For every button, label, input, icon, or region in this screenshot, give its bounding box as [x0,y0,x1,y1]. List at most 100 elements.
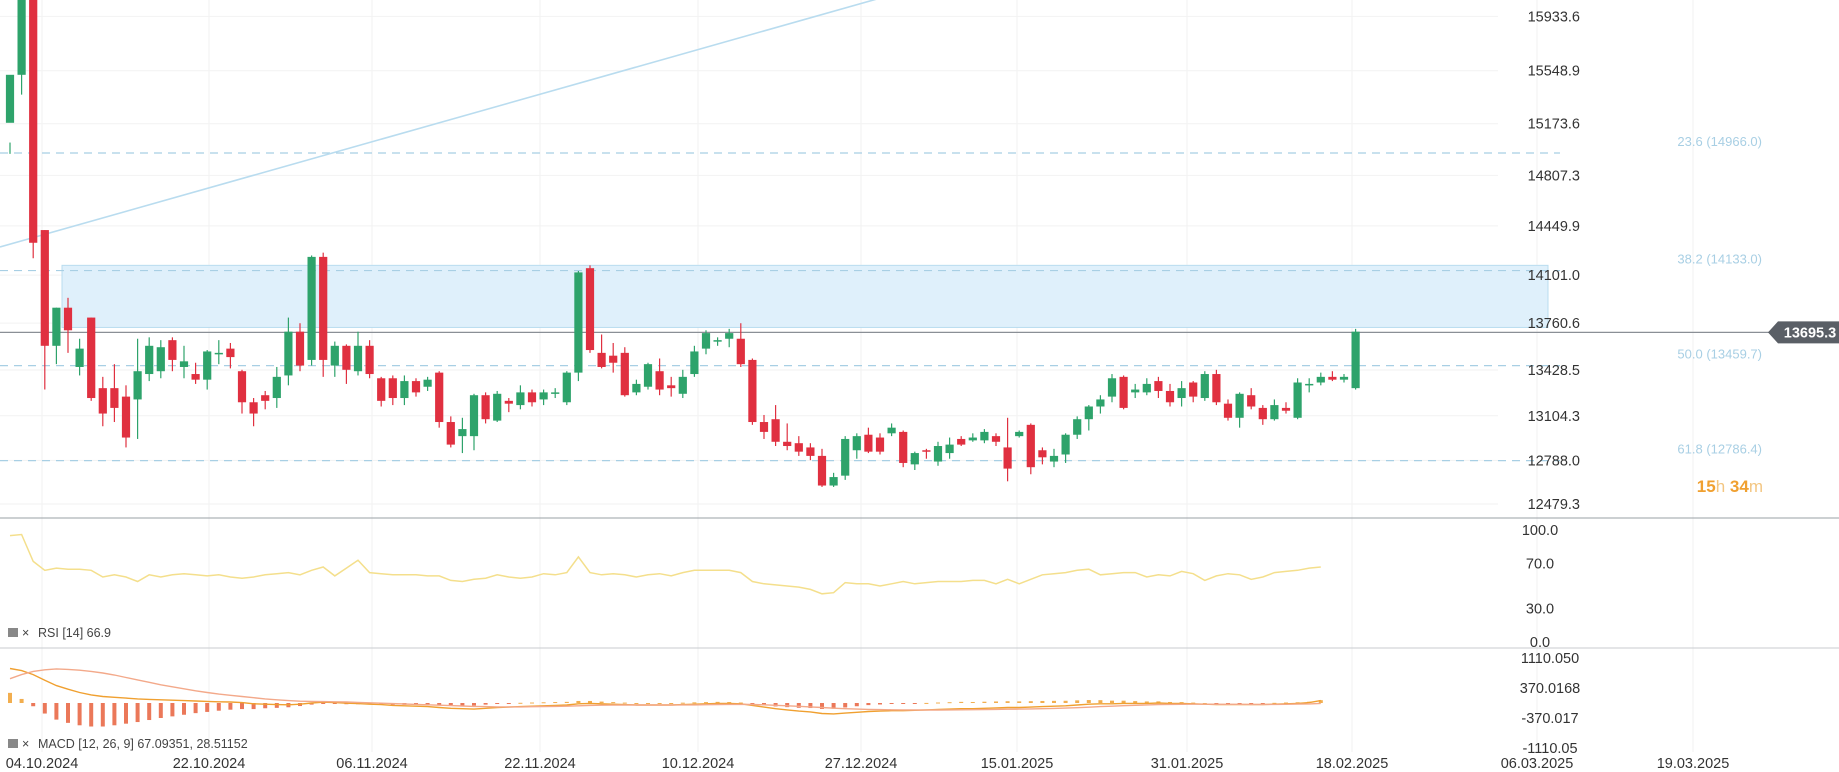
macd-hist-bar [1191,702,1196,704]
candle-body [1189,382,1198,397]
price-tick-label: 15548.9 [1528,64,1580,80]
macd-value-1: 67.09351, [137,737,196,751]
candle-body [1107,378,1117,397]
macd-hist-bar [274,703,279,708]
macd-hist-bar [901,703,906,704]
macd-hist-bar [42,703,47,714]
countdown-hours-unit: h [1715,477,1726,496]
date-tick-label: 31.01.2025 [1151,756,1224,772]
macd-hist-bar [251,703,256,710]
macd-hist-bar [1226,703,1230,704]
macd-hist-bar [147,703,152,721]
macd-hist-bar [541,702,546,704]
price-axis: 15933.6 15548.9 15173.6 14807.3 14449.9 14101… [1528,9,1580,513]
macd-hist-bar [831,703,836,709]
candle-body [1061,434,1070,455]
candle-body [1073,419,1082,435]
macd-hist-bar [1121,700,1126,703]
candle-body [1305,383,1314,386]
macd-hist-bar [483,703,488,705]
candle-body [713,340,722,342]
macd-hist-bar [182,703,186,715]
price-tick-label: 12479.3 [1528,497,1580,513]
macd-hist-bar [66,703,70,723]
price-badge-shape [1768,321,1839,344]
candle-body [179,361,189,367]
macd-hist-bar [599,701,604,703]
panel-menu-icon [8,739,18,748]
macd-hist-bar [866,703,871,706]
macd-hist-bar [878,703,882,705]
candle-body [1096,399,1105,407]
macd-hist-bar [112,703,117,726]
macd-hist-bar [1318,700,1323,703]
candle-body [261,395,270,401]
macd-hist-bar [646,703,650,704]
rsi-value: 66.9 [87,626,111,640]
candle-body [1223,403,1233,418]
macd-hist-bar [959,701,964,703]
candle-body [806,447,815,456]
candle-body [655,371,664,390]
macd-hist-bar [820,703,824,709]
macd-hist-bar [796,703,801,708]
candle-body [1200,374,1209,399]
resistance-zone [61,264,1549,328]
candle-body [597,352,606,367]
price-badge-label: 13695.3 [1784,325,1836,341]
candle-body [388,378,397,399]
candle-body [1339,376,1349,380]
price-tick-label: 15933.6 [1528,9,1580,25]
candle-body [133,371,142,400]
candle-body [632,383,641,393]
macd-hist-bar [843,703,848,708]
date-tick-label: 22.11.2024 [504,756,576,772]
candle-body [852,436,861,451]
fib-label-3: 61.8 (12786.4) [1677,442,1762,457]
macd-hist-bar [1052,700,1056,703]
macd-hist-bar [1168,701,1172,703]
candle-body [1281,407,1291,411]
macd-hist-bar [1110,700,1114,703]
macd-hist-bar [158,703,163,718]
candle-body [145,345,154,375]
countdown-hours: 15 [1696,477,1716,496]
candle-body [585,268,595,351]
macd-hist-bar [1086,700,1091,703]
macd-hist-bar [100,703,105,727]
candle-body [609,355,618,363]
panel-close-icon: × [22,737,29,751]
candle-body [1177,388,1186,399]
candle-body [991,436,1001,442]
candle-body [191,374,200,380]
candle-body [295,331,305,366]
candle-body [214,352,223,355]
candle-body [945,444,954,454]
macd-hist-bar [924,702,929,704]
macd-hist-bar [8,692,12,703]
macd-name: MACD [38,737,78,751]
macd-hist-bar [31,703,36,707]
candle-body [667,385,676,389]
candle-body [817,455,827,486]
date-tick-label: 27.12.2024 [825,756,898,772]
candle-body [620,352,629,396]
macd-value-2: 28.51152 [196,737,247,751]
candle-body [643,364,653,387]
macd-hist-bar [54,703,59,720]
rsi-line [9,533,1321,595]
fib-label-2: 50.0 (13459.7) [1677,347,1762,362]
macd-hist-bar [506,703,511,704]
candle-body [110,388,119,408]
candle-body [1328,376,1337,380]
candle-body [516,392,525,406]
rsi-legend: RSI [14] 66.9 [38,626,111,640]
candle-body [237,371,247,403]
macd-hist-bar [1017,701,1022,703]
candle-body [435,372,444,423]
date-tick-label: 22.10.2024 [173,756,246,772]
candle-body [75,348,84,367]
price-tick-label: 15173.6 [1528,117,1580,133]
macd-hist-bar [1005,701,1010,703]
